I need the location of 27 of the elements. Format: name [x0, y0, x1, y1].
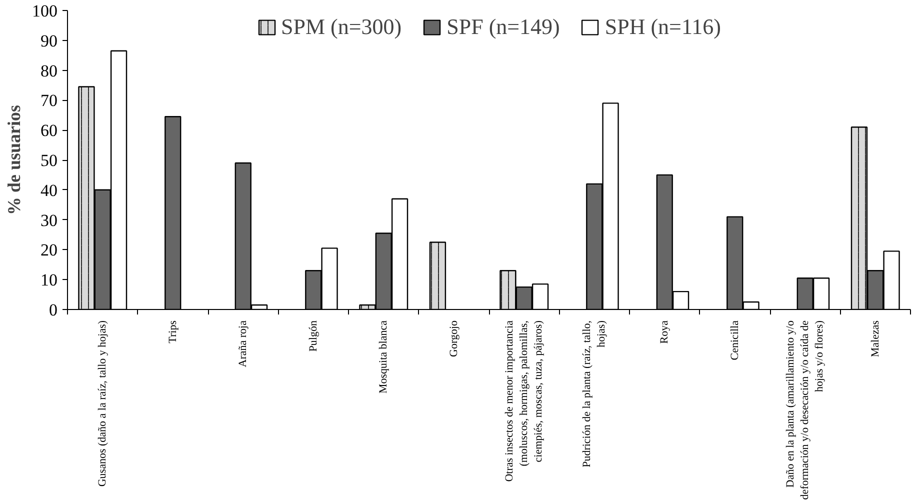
y-tick-label: 60: [40, 121, 58, 140]
y-tick-label: 80: [40, 61, 58, 80]
y-tick-label: 20: [40, 240, 58, 260]
y-tick-label: 10: [40, 270, 58, 290]
x-tick-label: Otras insectos de menor importancia (moluscos, hormigas, palomillas, ciempiés, moscas, tuza, pájaros): [504, 320, 545, 482]
x-tick-label: Daño en la planta (amarillamiento y/o deformación y/o desecación y/o caída de hojas y/o flores): [784, 320, 826, 500]
y-tick-label: 30: [40, 210, 58, 230]
y-tick-label: 0: [49, 300, 58, 320]
x-tick-label: Pulgón: [307, 320, 320, 352]
y-tick-label: 70: [40, 91, 58, 110]
legend-label: SPH (n=116): [604, 14, 721, 40]
y-axis-title: % de usuarios: [4, 104, 24, 216]
x-tick-label: Araña roja: [237, 320, 250, 368]
x-tick-label: Cenicilla: [728, 320, 741, 360]
x-tick-label: Gorgojo: [448, 320, 460, 357]
x-tick-label: Gusanos (daño a la raíz, tallo y hojas): [96, 320, 109, 487]
legend-label: SPM (n=300): [281, 14, 402, 40]
y-tick-label: 100: [32, 2, 58, 20]
legend-label: SPF (n=149): [446, 14, 560, 40]
y-tick-label: 40: [40, 180, 58, 200]
x-tick-label: Pudrición de la planta (raíz, tallo, hojas): [581, 320, 608, 468]
x-tick-label: Mosquita blanca: [378, 320, 390, 394]
x-tick-label: Roya: [658, 320, 671, 344]
y-tick-label: 50: [40, 151, 58, 170]
y-tick-label: 90: [40, 31, 58, 50]
x-tick-label: Trips: [166, 320, 179, 344]
x-tick-label: Malezas: [869, 320, 882, 358]
